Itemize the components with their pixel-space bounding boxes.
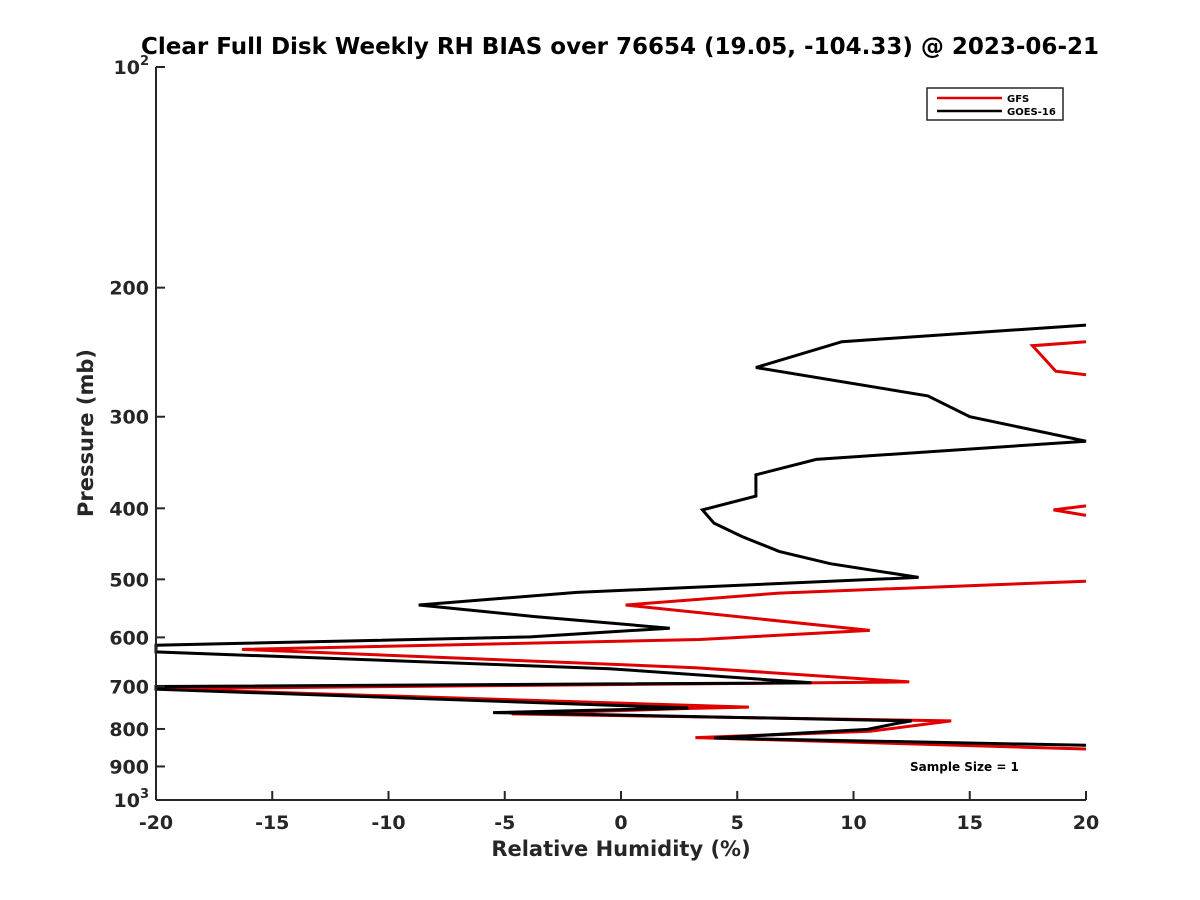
x-tick-label: -20: [139, 812, 173, 834]
x-tick-label: -10: [371, 812, 405, 834]
y-tick-label: 900: [109, 756, 149, 778]
y-tick-label: 103: [114, 787, 150, 812]
x-ticks: -20 -15 -10 -5 0 5 10 15 20: [139, 791, 1099, 834]
legend-label-gfs: GFS: [1007, 94, 1029, 105]
series-layer: [154, 323, 1087, 751]
y-tick-label: 600: [109, 627, 149, 649]
sample-size-annotation: Sample Size = 1: [910, 760, 1019, 774]
series-line-goes16: [154, 323, 1087, 747]
x-tick-label: 0: [614, 812, 627, 834]
y-tick-label: 700: [109, 676, 149, 698]
chart-title: Clear Full Disk Weekly RH BIAS over 7665…: [141, 34, 1099, 60]
x-tick-label: 10: [840, 812, 866, 834]
y-tick-label: 300: [109, 407, 149, 429]
y-tick-label: 500: [109, 569, 149, 591]
y-axis-label: Pressure (mb): [74, 349, 98, 517]
x-tick-label: 15: [957, 812, 983, 834]
y-ticks: 102 200 300 400 500 600 700 800 900 103: [109, 54, 165, 812]
plot-area: [156, 67, 1086, 800]
legend-label-goes16: GOES-16: [1007, 107, 1056, 118]
x-tick-label: 5: [731, 812, 744, 834]
y-tick-label: 400: [109, 498, 149, 520]
legend-box: [926, 87, 1064, 121]
legend: GFS GOES-16: [926, 87, 1064, 121]
y-tick-label: 800: [109, 719, 149, 741]
y-tick-label: 200: [109, 278, 149, 300]
x-tick-label: -15: [255, 812, 289, 834]
x-tick-label: -5: [494, 812, 515, 834]
x-tick-label: 20: [1073, 812, 1099, 834]
x-axis-label: Relative Humidity (%): [491, 837, 750, 861]
y-tick-label: 102: [114, 54, 150, 79]
